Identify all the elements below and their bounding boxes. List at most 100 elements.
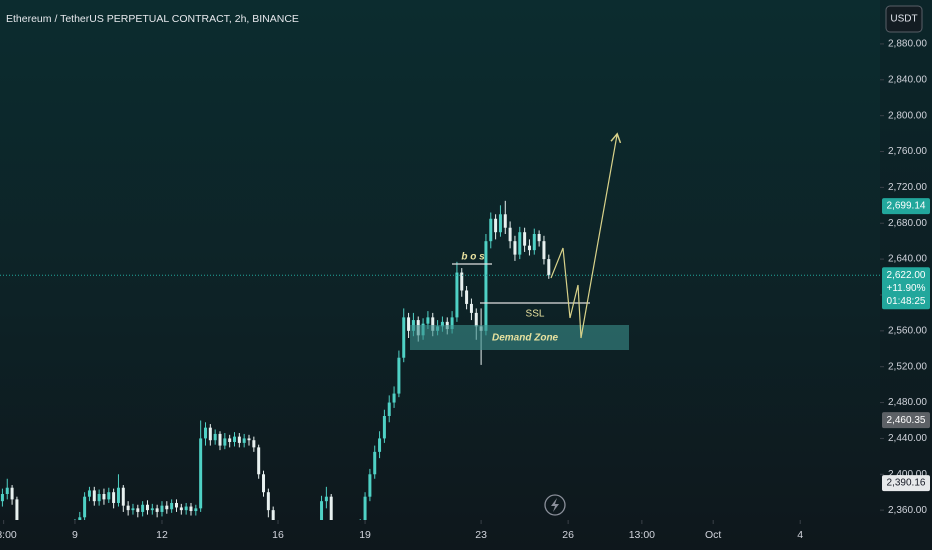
price-axis: USDT 2,360.00 2,400.00 2,440.00 2,480.00 2,5… — [880, 0, 932, 550]
candle-body — [257, 447, 261, 475]
candle-body — [203, 427, 207, 439]
candle-body — [320, 501, 324, 520]
candle-body — [116, 487, 120, 503]
candle-body — [484, 241, 488, 331]
price-badge-label: 2,699.14 — [887, 201, 926, 212]
currency-button[interactable] — [885, 5, 923, 33]
candle-body — [407, 317, 411, 331]
candle-body — [83, 496, 87, 518]
y-tick-label: 2,760.00 — [888, 146, 927, 157]
candle-body — [170, 502, 174, 510]
candle-body — [387, 402, 391, 416]
x-tick-label: 26 — [562, 529, 574, 541]
currency-label: USDT — [890, 14, 917, 25]
candle-body — [97, 494, 101, 502]
candle-body — [155, 508, 159, 512]
candle-body — [542, 241, 546, 260]
candle-body — [87, 490, 91, 497]
candle-body — [160, 505, 164, 512]
candle-body — [131, 508, 135, 511]
x-tick-label: 4 — [797, 529, 803, 541]
candle-body — [126, 505, 130, 511]
demand-zone-label: Demand Zone — [492, 333, 559, 344]
price-badge — [882, 475, 930, 492]
price-badge-label: 2,390.16 — [887, 478, 926, 489]
candle-body — [184, 506, 188, 511]
candle-body — [136, 508, 140, 512]
candle-body — [378, 438, 382, 452]
replay-icon[interactable] — [544, 494, 566, 516]
x-tick-label: Oct — [705, 529, 721, 541]
candle-body — [102, 494, 106, 500]
candle-body — [402, 317, 406, 358]
last-price-countdown: 01:48:25 — [887, 296, 926, 307]
candle-body — [527, 245, 531, 251]
candle-body — [474, 312, 478, 327]
y-tick-label: 2,400.00 — [888, 469, 927, 480]
candle-body — [121, 487, 125, 506]
candle-body — [5, 487, 9, 494]
y-tick-label: 2,880.00 — [888, 39, 927, 50]
candle-body — [547, 259, 551, 276]
y-tick-label: 2,640.00 — [888, 254, 927, 265]
candle-body — [179, 507, 183, 511]
x-tick-label: 12 — [156, 529, 168, 541]
candle-body — [498, 214, 502, 233]
candle-body — [10, 487, 14, 500]
plot-area — [0, 200, 880, 520]
chart-title: Ethereum / TetherUS PERPETUAL CONTRACT, … — [6, 13, 299, 25]
x-tick-label: 23 — [475, 529, 487, 541]
y-tick-label: 2,800.00 — [888, 110, 927, 121]
candle-body — [247, 438, 251, 441]
y-tick-label: 2,480.00 — [888, 397, 927, 408]
candle-body — [397, 357, 401, 394]
candle-body — [523, 232, 527, 246]
candle-body — [194, 508, 198, 512]
candle-body — [518, 232, 522, 255]
projection-path — [550, 135, 617, 339]
candle-body — [15, 499, 19, 520]
ssl-label: SSL — [526, 309, 545, 320]
candle-body — [382, 416, 386, 439]
x-tick-label: 19 — [359, 529, 371, 541]
lightning-icon — [551, 498, 559, 512]
demand-zone — [410, 325, 629, 350]
y-tick-label: 2,520.00 — [888, 361, 927, 372]
candle-body — [174, 502, 178, 508]
candle-body — [426, 317, 430, 324]
candle-body — [373, 451, 377, 475]
candle-body — [165, 505, 169, 510]
candle-body — [78, 517, 82, 520]
candle-body — [440, 321, 444, 327]
candle-body — [392, 393, 396, 403]
candle-body — [324, 496, 328, 502]
candle-body — [150, 508, 154, 511]
candle-body — [213, 433, 217, 441]
candle-body — [233, 436, 237, 442]
candle-body — [107, 492, 111, 500]
candle-body — [513, 241, 517, 255]
x-tick-label: 9 — [72, 529, 78, 541]
candle-body — [469, 303, 473, 313]
y-tick-label: 2,560.00 — [888, 325, 927, 336]
candle-body — [237, 436, 241, 443]
price-badge — [882, 198, 930, 215]
candle-body — [368, 474, 372, 497]
x-tick-label: 16 — [272, 529, 284, 541]
candle-body — [0, 494, 4, 502]
candle-body — [252, 440, 256, 448]
price-badge — [882, 412, 930, 429]
candle-body — [228, 438, 232, 442]
candle-body — [537, 234, 541, 242]
candle-body — [145, 504, 149, 511]
y-tick-label: 2,840.00 — [888, 74, 927, 85]
price-badge-label: 2,460.35 — [887, 415, 926, 426]
candle-body — [189, 506, 193, 512]
candle-body — [199, 438, 203, 509]
candle-body — [532, 234, 536, 251]
candle-body — [450, 317, 454, 330]
candle-body — [455, 272, 459, 318]
y-tick-label: 2,680.00 — [888, 218, 927, 229]
